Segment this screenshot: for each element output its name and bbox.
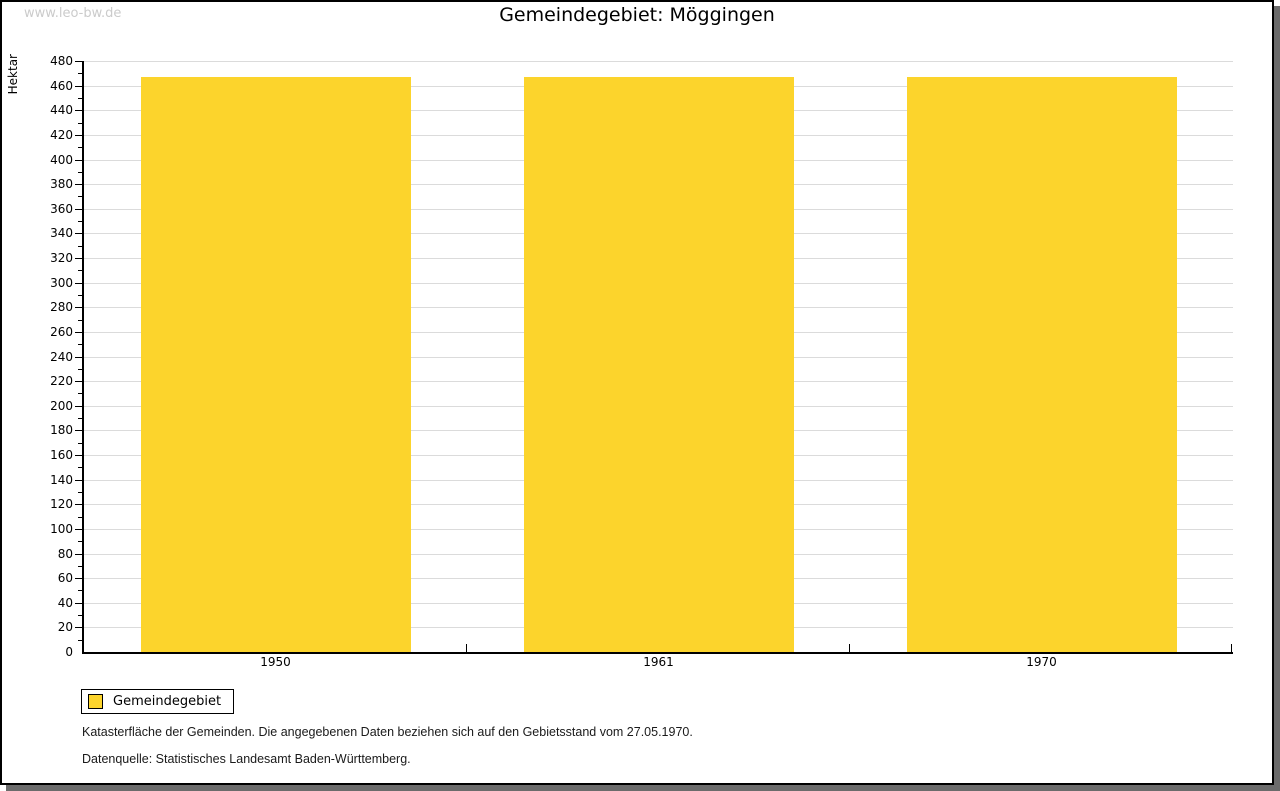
y-tick-label-440: 440: [50, 103, 73, 117]
y-minor-tick-370: [78, 196, 82, 197]
y-tick-label-140: 140: [50, 473, 73, 487]
legend[interactable]: Gemeindegebiet: [81, 689, 235, 714]
y-minor-tick-210: [78, 393, 82, 394]
y-tick-label-480: 480: [50, 54, 73, 68]
x-tick-3: [1231, 644, 1232, 652]
y-major-tick-80: [75, 554, 82, 555]
y-major-tick-40: [75, 603, 82, 604]
y-major-tick-380: [75, 184, 82, 185]
y-major-tick-440: [75, 110, 82, 111]
plot-area: [75, 61, 1233, 654]
y-major-tick-460: [75, 86, 82, 87]
y-minor-tick-70: [78, 566, 82, 567]
y-minor-tick-170: [78, 443, 82, 444]
y-minor-tick-150: [78, 467, 82, 468]
y-major-tick-280: [75, 307, 82, 308]
y-major-tick-140: [75, 480, 82, 481]
y-major-tick-400: [75, 160, 82, 161]
y-tick-label-20: 20: [57, 620, 73, 634]
y-tick-label-100: 100: [50, 522, 73, 536]
y-minor-tick-10: [78, 640, 82, 641]
y-tick-label-420: 420: [50, 128, 73, 142]
y-tick-label-300: 300: [50, 276, 73, 290]
x-tick-label-1950: 1950: [260, 655, 291, 669]
y-major-tick-260: [75, 332, 82, 333]
y-minor-tick-350: [78, 221, 82, 222]
y-major-tick-360: [75, 209, 82, 210]
y-minor-tick-90: [78, 541, 82, 542]
y-major-tick-20: [75, 627, 82, 628]
y-major-tick-220: [75, 381, 82, 382]
x-tick-label-1961: 1961: [643, 655, 674, 669]
y-minor-tick-230: [78, 369, 82, 370]
footnote-line-2: Datenquelle: Statistisches Landesamt Bad…: [82, 752, 411, 766]
y-minor-tick-290: [78, 295, 82, 296]
bar-1950[interactable]: [141, 77, 411, 652]
y-minor-tick-430: [78, 123, 82, 124]
y-tick-label-240: 240: [50, 350, 73, 364]
y-minor-tick-110: [78, 517, 82, 518]
y-tick-label-200: 200: [50, 399, 73, 413]
y-tick-label-320: 320: [50, 251, 73, 265]
y-tick-label-120: 120: [50, 497, 73, 511]
legend-label: Gemeindegebiet: [113, 694, 222, 709]
y-tick-label-260: 260: [50, 325, 73, 339]
x-tick-label-1970: 1970: [1026, 655, 1057, 669]
y-major-tick-480: [75, 61, 82, 62]
legend-color-swatch: [88, 694, 103, 709]
y-minor-tick-130: [78, 492, 82, 493]
x-tick-1: [466, 644, 467, 652]
y-tick-label-160: 160: [50, 448, 73, 462]
y-tick-label-380: 380: [50, 177, 73, 191]
y-tick-label-340: 340: [50, 226, 73, 240]
y-major-tick-320: [75, 258, 82, 259]
y-minor-tick-30: [78, 615, 82, 616]
gridline-480: [84, 61, 1233, 62]
y-major-tick-60: [75, 578, 82, 579]
y-tick-label-460: 460: [50, 79, 73, 93]
y-minor-tick-250: [78, 344, 82, 345]
y-tick-label-60: 60: [57, 571, 73, 585]
y-tick-label-0: 0: [65, 645, 73, 659]
y-minor-tick-310: [78, 270, 82, 271]
y-minor-tick-330: [78, 246, 82, 247]
y-tick-label-220: 220: [50, 374, 73, 388]
bar-1961[interactable]: [524, 77, 794, 652]
y-minor-tick-190: [78, 418, 82, 419]
watermark: www.leo-bw.de: [24, 6, 122, 21]
footnote-line-1: Katasterfläche der Gemeinden. Die angege…: [82, 725, 693, 739]
chart-title: Gemeindegebiet: Möggingen: [499, 4, 775, 26]
y-major-tick-100: [75, 529, 82, 530]
footnotes: Katasterfläche der Gemeinden. Die angege…: [82, 725, 693, 779]
y-major-tick-420: [75, 135, 82, 136]
y-major-tick-240: [75, 357, 82, 358]
y-tick-label-80: 80: [57, 547, 73, 561]
y-minor-tick-450: [78, 98, 82, 99]
y-tick-label-360: 360: [50, 202, 73, 216]
y-minor-tick-410: [78, 147, 82, 148]
bar-1970[interactable]: [907, 77, 1177, 652]
y-major-tick-340: [75, 233, 82, 234]
y-minor-tick-470: [78, 73, 82, 74]
y-minor-tick-50: [78, 590, 82, 591]
y-major-tick-300: [75, 283, 82, 284]
y-major-tick-120: [75, 504, 82, 505]
y-tick-label-280: 280: [50, 300, 73, 314]
y-major-tick-160: [75, 455, 82, 456]
y-tick-label-180: 180: [50, 423, 73, 437]
y-major-tick-180: [75, 430, 82, 431]
y-major-tick-200: [75, 406, 82, 407]
y-minor-tick-390: [78, 172, 82, 173]
y-minor-tick-270: [78, 320, 82, 321]
y-tick-label-400: 400: [50, 153, 73, 167]
y-tick-label-40: 40: [57, 596, 73, 610]
x-tick-2: [849, 644, 850, 652]
